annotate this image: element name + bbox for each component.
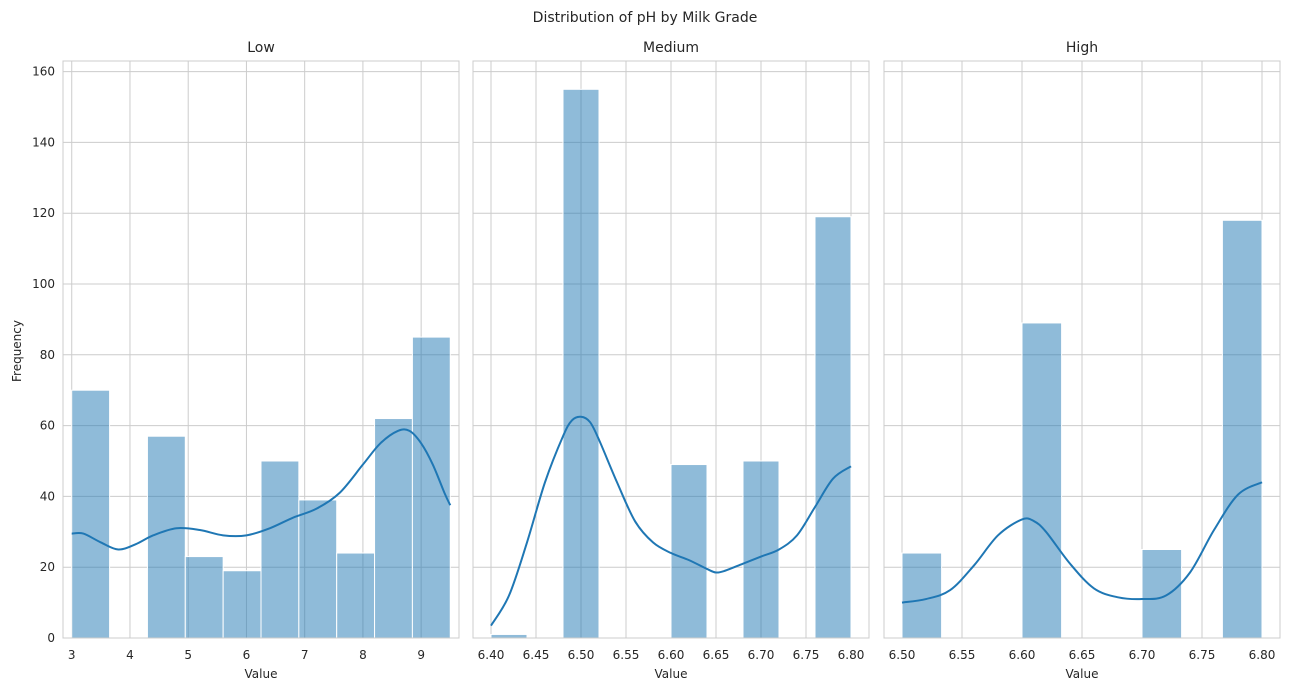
low-y-tick-label: 140 (32, 135, 55, 149)
low-y-tick-label: 20 (40, 560, 55, 574)
low-x-axis-label: Value (245, 667, 278, 681)
high-x-tick-label: 6.80 (1249, 648, 1276, 662)
low-x-tick-label: 9 (417, 648, 425, 662)
medium-histogram-bar (562, 88, 600, 639)
low-y-tick-label: 40 (40, 489, 55, 503)
low-y-tick-label: 160 (32, 65, 55, 79)
high-x-tick-label: 6.70 (1129, 648, 1156, 662)
low-y-tick-label: 0 (47, 631, 55, 645)
medium-x-tick-label: 6.65 (703, 648, 730, 662)
low-x-tick-label: 6 (243, 648, 251, 662)
low-histogram-bar (260, 460, 300, 639)
high-histogram-bar (1021, 322, 1063, 639)
high-x-tick-label: 6.55 (949, 648, 976, 662)
low-histogram-bar (184, 556, 224, 639)
medium-x-tick-label: 6.60 (658, 648, 685, 662)
medium-x-tick-label: 6.40 (478, 648, 505, 662)
low-y-tick-label: 100 (32, 277, 55, 291)
low-histogram-bar (71, 389, 111, 639)
panel-high: High 6.50 6.55 6.60 6.65 6.70 6.75 6.80 Value (883, 40, 1281, 681)
panel-title-medium: Medium (643, 40, 699, 56)
panel-low: Low 3 4 5 6 7 8 9 Value 0 20 40 60 80 100 120 140 160 (32, 40, 460, 681)
panel-title-high: High (1066, 40, 1098, 56)
medium-histogram-bar (742, 460, 780, 639)
low-y-tick-label: 80 (40, 348, 55, 362)
high-histogram-bar (1141, 549, 1183, 639)
medium-x-tick-label: 6.55 (613, 648, 640, 662)
panel-title-low: Low (247, 40, 275, 56)
medium-histogram-bar (670, 464, 708, 639)
low-y-tick-label: 120 (32, 206, 55, 220)
medium-x-tick-label: 6.70 (748, 648, 775, 662)
medium-x-tick-label: 6.50 (568, 648, 595, 662)
panel-medium: Medium 6.40 6.45 6.50 6.55 6.60 6.65 6.70 6.75 6.… (472, 40, 870, 681)
medium-x-tick-label: 6.75 (793, 648, 820, 662)
low-y-tick-label: 60 (40, 419, 55, 433)
high-histogram-bar (1221, 219, 1263, 639)
high-x-tick-label: 6.50 (889, 648, 916, 662)
low-histogram-bar (298, 499, 338, 639)
low-histogram-bar (222, 570, 262, 639)
figure-title: Distribution of pH by Milk Grade (533, 10, 758, 26)
low-kde-line (71, 428, 452, 551)
medium-plot-frame (472, 60, 870, 639)
low-histogram-bar (336, 552, 376, 639)
high-x-tick-label: 6.75 (1189, 648, 1216, 662)
medium-histogram-bar (814, 216, 852, 639)
high-x-tick-label: 6.65 (1069, 648, 1096, 662)
low-histogram-bar (146, 435, 186, 639)
low-x-tick-label: 8 (359, 648, 367, 662)
y-axis-label: Frequency (10, 320, 24, 382)
high-plot-frame (883, 60, 1281, 639)
medium-histogram-bar (490, 633, 528, 639)
high-x-axis-label: Value (1066, 667, 1099, 681)
low-x-tick-label: 3 (68, 648, 76, 662)
low-x-tick-label: 5 (184, 648, 192, 662)
low-x-tick-label: 4 (126, 648, 134, 662)
medium-kde-line (490, 415, 852, 627)
low-histogram-bar (411, 336, 451, 639)
high-kde-line (901, 481, 1263, 604)
medium-x-tick-label: 6.80 (838, 648, 865, 662)
low-x-tick-label: 7 (301, 648, 309, 662)
low-histogram-bar (374, 418, 413, 639)
medium-x-axis-label: Value (655, 667, 688, 681)
low-plot-frame (62, 60, 460, 639)
medium-x-tick-label: 6.45 (523, 648, 550, 662)
high-x-tick-label: 6.60 (1009, 648, 1036, 662)
high-histogram-bar (901, 552, 943, 639)
